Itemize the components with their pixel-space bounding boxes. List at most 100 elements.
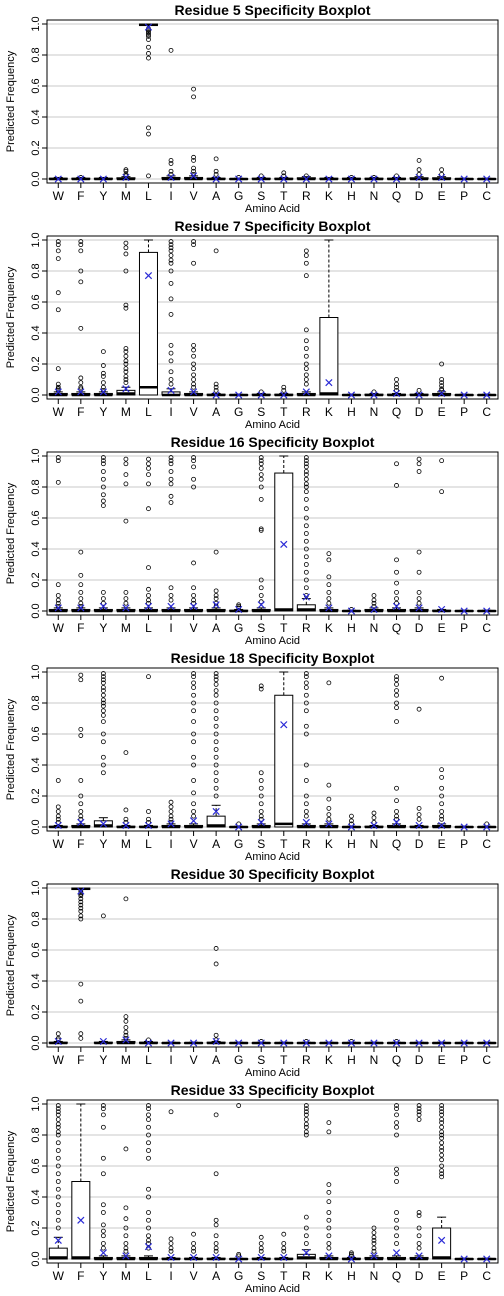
mean-marker-stroke: [189, 1039, 198, 1047]
mean-marker-stroke: [257, 818, 265, 826]
x-tick-label: E: [438, 621, 446, 635]
mean-marker-stroke: [257, 1253, 265, 1262]
outlier-point: [78, 908, 84, 914]
x-tick-label: S: [257, 189, 265, 203]
x-tick-label: F: [77, 1269, 84, 1283]
x-tick-label: N: [370, 189, 379, 203]
box-C: C: [477, 607, 497, 635]
outlier-point: [303, 554, 309, 560]
outlier-point: [123, 1248, 129, 1254]
outlier-point: [326, 1210, 332, 1215]
outlier-point: [100, 492, 106, 498]
outlier-point: [78, 590, 84, 595]
outlier-point: [191, 680, 196, 686]
mean-marker-stroke: [257, 391, 265, 399]
box-E: E: [432, 675, 452, 851]
box-iqr: [138, 251, 158, 396]
x-tick-label: Y: [99, 405, 107, 419]
box-iqr: [274, 472, 294, 612]
y-tick-label: 0.2: [30, 788, 42, 803]
box-Y: Y: [93, 455, 113, 635]
outlier-point: [191, 347, 196, 353]
outlier-point: [394, 798, 399, 804]
box-iqr: [274, 694, 294, 828]
mean-marker-stroke: [415, 391, 423, 399]
x-tick-label: A: [212, 837, 220, 851]
outlier-point: [213, 716, 219, 721]
outlier-point: [168, 245, 174, 251]
outlier-point: [439, 1135, 445, 1141]
box-Q: Q: [387, 461, 407, 635]
outlier-point: [258, 1248, 264, 1254]
mean-marker-stroke: [302, 388, 310, 396]
x-tick-label: I: [169, 189, 172, 203]
outlier-point: [55, 1035, 61, 1041]
outlier-point: [146, 816, 151, 822]
box-W: W: [48, 175, 68, 203]
x-tick-label: Y: [99, 837, 107, 851]
x-tick-label: Q: [392, 621, 401, 635]
outlier-point: [78, 325, 84, 331]
mean-marker: [122, 604, 130, 612]
mean-marker: [54, 604, 62, 612]
outlier-point: [168, 476, 174, 482]
x-tick-label: G: [234, 189, 243, 203]
x-tick-label: I: [169, 405, 172, 419]
outlier-point: [394, 1124, 399, 1130]
box-P: P: [454, 607, 474, 635]
outlier-point: [168, 157, 174, 163]
outlier-point: [146, 1117, 151, 1122]
mean-marker-stroke: [302, 593, 310, 601]
x-tick-label: K: [325, 837, 333, 851]
outlier-point: [55, 381, 61, 387]
outlier-point: [100, 503, 106, 509]
outlier-point: [439, 1163, 445, 1169]
outlier-point: [303, 458, 309, 464]
mean-marker: [280, 721, 288, 729]
mean-marker-stroke: [438, 605, 446, 614]
mean-marker-stroke: [370, 821, 378, 830]
outlier-point: [123, 171, 129, 177]
outlier-point: [123, 377, 129, 382]
mean-marker: [438, 605, 446, 614]
mean-marker: [212, 1037, 220, 1046]
outlier-point: [100, 739, 106, 745]
x-tick-label: C: [482, 621, 491, 635]
outlier-point: [55, 813, 61, 819]
box-H: H: [341, 175, 361, 203]
y-tick-label: 0.8: [30, 695, 42, 710]
y-tick-label: 0.8: [30, 479, 42, 494]
outlier-point: [439, 816, 445, 822]
box-S: S: [251, 455, 271, 635]
outlier-point: [78, 813, 84, 819]
box-S: S: [251, 683, 271, 851]
outlier-point: [303, 469, 309, 474]
outlier-point: [303, 671, 309, 676]
outlier-point: [281, 1241, 287, 1246]
mean-marker: [77, 388, 85, 396]
x-tick-label: T: [280, 1053, 288, 1067]
outlier-point: [303, 762, 309, 768]
outlier-point: [416, 1210, 422, 1215]
mean-marker: [483, 391, 491, 399]
outlier-point: [213, 593, 219, 598]
mean-marker: [483, 607, 491, 615]
mean-marker: [257, 818, 265, 826]
outlier-point: [326, 1189, 332, 1195]
outlier-point: [191, 157, 196, 163]
outlier-point: [123, 1029, 129, 1035]
box-W: W: [48, 239, 68, 419]
mean-marker: [167, 173, 175, 182]
outlier-point: [191, 585, 196, 591]
outlier-point: [303, 496, 309, 502]
x-tick-label: F: [77, 405, 84, 419]
outlier-point: [78, 998, 84, 1004]
mean-marker: [302, 388, 310, 396]
y-tick-label: 0.2: [30, 1220, 42, 1235]
mean-marker-stroke: [167, 820, 175, 828]
box-Q: Q: [387, 1103, 407, 1283]
outlier-point: [78, 733, 84, 738]
outlier-point: [258, 484, 264, 490]
mean-marker-stroke: [235, 391, 243, 399]
outlier-point: [55, 290, 61, 296]
